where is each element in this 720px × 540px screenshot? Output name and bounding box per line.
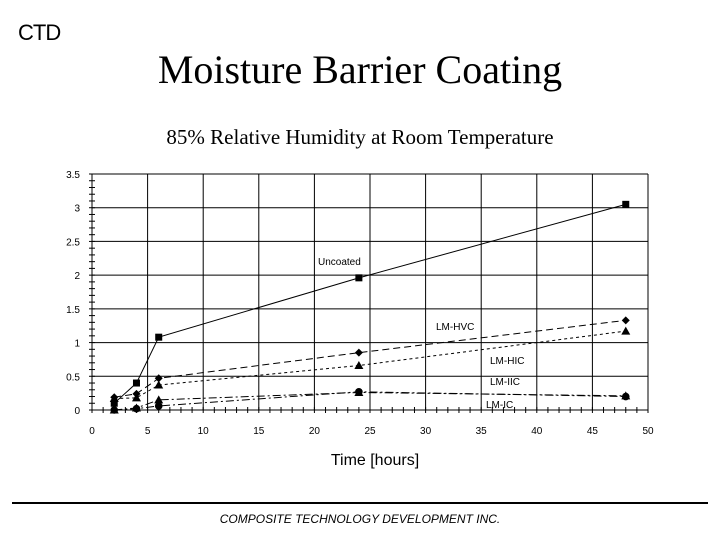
footer-company: COMPOSITE TECHNOLOGY DEVELOPMENT INC. bbox=[219, 512, 501, 526]
grid-layer bbox=[91, 173, 649, 411]
data-point-lm-hic-2 bbox=[154, 380, 164, 389]
series-label-lm-ic: LM-IC bbox=[486, 400, 513, 411]
data-point-lm-ic-0 bbox=[110, 406, 119, 414]
data-point-uncoated-0 bbox=[110, 399, 118, 407]
slide-title: Moisture Barrier Coating bbox=[157, 47, 563, 92]
series-label-lm-hvc: LM-HVC bbox=[436, 322, 474, 333]
axis-layer bbox=[89, 173, 649, 413]
data-point-lm-hvc-2 bbox=[154, 374, 163, 383]
x-tick-label-8: 40 bbox=[531, 426, 543, 437]
series-label-lm-hic: LM-HIC bbox=[490, 356, 524, 367]
footer-divider bbox=[12, 502, 708, 504]
data-point-lm-ic-2 bbox=[154, 402, 163, 410]
x-tick-label-2: 10 bbox=[198, 426, 210, 437]
data-point-uncoated-2 bbox=[155, 333, 163, 341]
y-tick-label-6: 3 bbox=[74, 204, 80, 215]
data-point-lm-hic-0 bbox=[109, 394, 119, 403]
x-tick-label-10: 50 bbox=[642, 426, 654, 437]
y-tick-label-5: 2.5 bbox=[66, 237, 80, 248]
x-tick-label-1: 5 bbox=[145, 426, 151, 437]
x-tick-label-4: 20 bbox=[309, 426, 321, 437]
y-tick-label-0: 0 bbox=[74, 406, 80, 417]
data-point-lm-ic-3 bbox=[355, 387, 363, 396]
data-point-lm-hic-4 bbox=[621, 326, 631, 335]
x-tick-label-6: 30 bbox=[420, 426, 432, 437]
data-point-uncoated-3 bbox=[355, 274, 363, 282]
series-layer bbox=[109, 200, 631, 414]
x-axis-label: Time [hours] bbox=[331, 452, 419, 469]
data-point-uncoated-4 bbox=[622, 200, 630, 208]
data-point-uncoated-1 bbox=[132, 379, 140, 387]
y-tick-label-7: 3.5 bbox=[66, 170, 80, 181]
series-label-lm-iic: LM-IIC bbox=[490, 377, 520, 388]
data-point-lm-hvc-4 bbox=[621, 316, 630, 325]
series-line-lm-hic bbox=[114, 330, 626, 400]
moisture-chart: 0 5 10 15 20 25 30 35 40 45 50 0 0.5 1 1.5 2 2.5 3 3.5 Time… bbox=[66, 170, 654, 469]
x-tick-label-7: 35 bbox=[476, 426, 488, 437]
y-tick-label-4: 2 bbox=[74, 271, 80, 282]
y-tick-label-2: 1 bbox=[74, 339, 80, 350]
data-point-lm-iic-2 bbox=[154, 395, 164, 404]
label-layer: 0 5 10 15 20 25 30 35 40 45 50 0 0.5 1 1.5 2 2.5 3 3.5 Time… bbox=[66, 170, 654, 469]
data-point-lm-ic-1 bbox=[132, 404, 141, 413]
slide-subtitle: 85% Relative Humidity at Room Temperatur… bbox=[166, 125, 554, 149]
y-tick-label-3: 1.5 bbox=[66, 305, 80, 316]
x-tick-label-9: 45 bbox=[587, 426, 599, 437]
x-tick-label-0: 0 bbox=[89, 426, 95, 437]
data-point-lm-hvc-3 bbox=[354, 348, 363, 357]
x-tick-label-5: 25 bbox=[364, 426, 376, 437]
series-label-uncoated: Uncoated bbox=[318, 257, 361, 268]
company-logo: CTD bbox=[18, 20, 61, 45]
x-tick-label-3: 15 bbox=[253, 426, 265, 437]
data-point-lm-hic-3 bbox=[354, 360, 364, 369]
y-tick-label-1: 0.5 bbox=[66, 372, 80, 383]
data-point-lm-ic-4 bbox=[621, 392, 630, 401]
data-point-lm-hic-1 bbox=[131, 393, 141, 402]
